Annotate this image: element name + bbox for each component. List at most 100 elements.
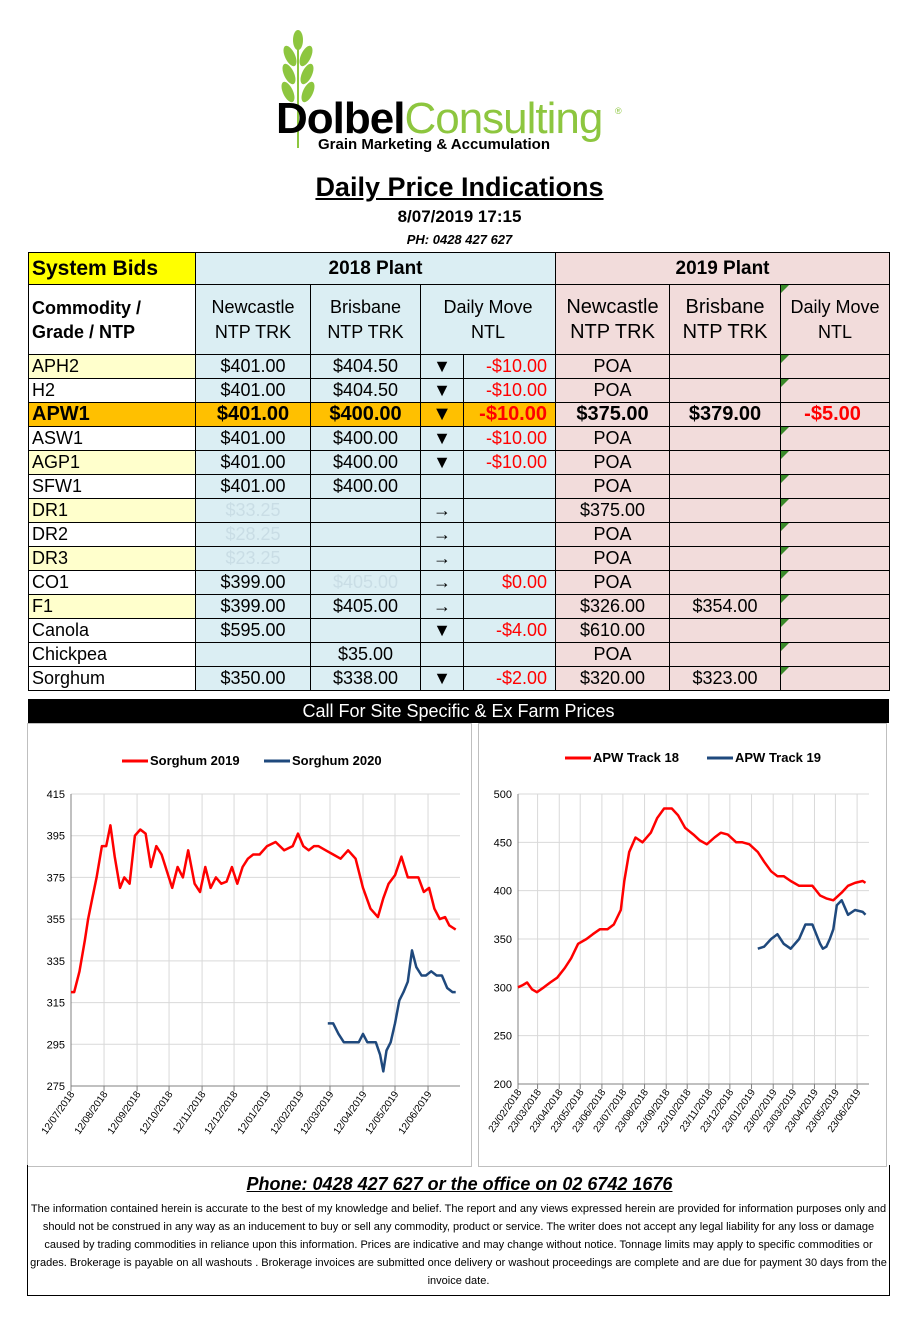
table-row: DR1 $33.25 → $375.00 xyxy=(28,498,891,523)
cell-move19 xyxy=(779,426,891,451)
cell-n19: POA xyxy=(555,426,670,451)
cell-move19 xyxy=(779,594,891,619)
cell-b19: $354.00 xyxy=(669,594,781,619)
cell-arrow: ▼ xyxy=(420,450,464,475)
cell-b19: $323.00 xyxy=(669,666,781,691)
cell-n19: POA xyxy=(555,450,670,475)
disclaimer: The information contained herein is accu… xyxy=(30,1203,887,1287)
cell-b18: $405.00 xyxy=(310,594,421,619)
cell-arrow xyxy=(420,642,464,667)
cell-arrow: → xyxy=(420,594,464,619)
cell-arrow: ▼ xyxy=(420,618,464,643)
legend-label: Sorghum 2020 xyxy=(292,753,382,768)
cell-b18: $400.00 xyxy=(310,402,421,427)
system-bids-header: System Bids xyxy=(28,252,196,285)
table-row: AGP1 $401.00 $400.00 ▼ -$10.00 POA xyxy=(28,450,891,475)
cell-b19 xyxy=(669,618,781,643)
table-row: Canola $595.00 ▼ -$4.00 $610.00 xyxy=(28,618,891,643)
table-row: F1 $399.00 $405.00 → $326.00 $354.00 xyxy=(28,594,891,619)
page-title: Daily Price Indications xyxy=(315,172,604,202)
cell-b19 xyxy=(669,426,781,451)
series-line xyxy=(757,899,867,950)
legend-label: Sorghum 2019 xyxy=(150,753,240,768)
cell-b18: $404.50 xyxy=(310,354,421,379)
cell-b19 xyxy=(669,450,781,475)
cell-move18: -$10.00 xyxy=(463,450,556,475)
table-row: APH2 $401.00 $404.50 ▼ -$10.00 POA xyxy=(28,354,891,379)
site-specific-bar: Call For Site Specific & Ex Farm Prices xyxy=(28,699,889,723)
cell-move19 xyxy=(779,378,891,403)
y-tick-label: 250 xyxy=(494,1031,512,1043)
cell-grade: AGP1 xyxy=(28,450,196,475)
cell-grade: ASW1 xyxy=(28,426,196,451)
cell-arrow: ▼ xyxy=(420,402,464,427)
cell-n18 xyxy=(195,642,311,667)
cell-n18: $350.00 xyxy=(195,666,311,691)
table-row: Sorghum $350.00 $338.00 ▼ -$2.00 $320.00 $323.… xyxy=(28,666,891,691)
cell-move18: $0.00 xyxy=(463,570,556,595)
cell-n19: POA xyxy=(555,570,670,595)
cell-b19 xyxy=(669,474,781,499)
cell-move18: -$2.00 xyxy=(463,666,556,691)
cell-b19 xyxy=(669,570,781,595)
cell-grade: DR2 xyxy=(28,522,196,547)
cell-move18: -$10.00 xyxy=(463,378,556,403)
price-table: System Bids 2018 Plant 2019 Plant Commod… xyxy=(28,252,891,691)
cell-n19: POA xyxy=(555,522,670,547)
x-tick-label: 12/12/2018 xyxy=(203,1089,241,1137)
cell-b19 xyxy=(669,522,781,547)
cell-move18: -$10.00 xyxy=(463,426,556,451)
header-phone: PH: 0428 427 627 xyxy=(406,232,513,247)
cell-b18: $404.50 xyxy=(310,378,421,403)
cell-grade: DR3 xyxy=(28,546,196,571)
cell-b19 xyxy=(669,378,781,403)
cell-move18 xyxy=(463,546,556,571)
y-tick-label: 400 xyxy=(494,886,512,898)
cell-arrow: ▼ xyxy=(420,378,464,403)
cell-move19 xyxy=(779,450,891,475)
logo-name: DolbelConsulting xyxy=(276,94,603,143)
apw-chart-svg: 20025030035040045050023/02/201823/03/201… xyxy=(487,750,869,1135)
brisbane-2019-header: Brisbane NTP TRK xyxy=(669,284,781,355)
cell-n19: POA xyxy=(555,354,670,379)
cell-n18: $399.00 xyxy=(195,570,311,595)
cell-grade: F1 xyxy=(28,594,196,619)
cell-move18: -$10.00 xyxy=(463,354,556,379)
cell-move19 xyxy=(779,474,891,499)
legend-label: APW Track 18 xyxy=(593,750,679,765)
y-tick-label: 415 xyxy=(47,789,65,801)
cell-n18: $401.00 xyxy=(195,474,311,499)
y-tick-label: 355 xyxy=(47,914,65,926)
cell-move19 xyxy=(779,618,891,643)
cell-grade: Sorghum xyxy=(28,666,196,691)
cell-n19: $375.00 xyxy=(555,402,670,427)
table-row: DR2 $28.25 → POA xyxy=(28,522,891,547)
cell-n19: POA xyxy=(555,546,670,571)
y-tick-label: 450 xyxy=(494,837,512,849)
y-tick-label: 375 xyxy=(47,872,65,884)
x-tick-label: 12/08/2018 xyxy=(73,1089,111,1137)
cell-grade: H2 xyxy=(28,378,196,403)
cell-move18 xyxy=(463,474,556,499)
cell-move19 xyxy=(779,522,891,547)
cell-b18 xyxy=(310,498,421,523)
y-tick-label: 350 xyxy=(494,934,512,946)
cell-grade: Chickpea xyxy=(28,642,196,667)
table-row: ASW1 $401.00 $400.00 ▼ -$10.00 POA xyxy=(28,426,891,451)
cell-move18 xyxy=(463,498,556,523)
cell-arrow: → xyxy=(420,546,464,571)
cell-move18: -$10.00 xyxy=(463,402,556,427)
cell-n18: $401.00 xyxy=(195,354,311,379)
logo: DolbelConsulting ® Grain Marketing & Acc… xyxy=(270,30,650,160)
cell-arrow: → xyxy=(420,522,464,547)
cell-b19 xyxy=(669,546,781,571)
cell-n18: $28.25 xyxy=(195,522,311,547)
y-tick-label: 300 xyxy=(494,982,512,994)
cell-n19: POA xyxy=(555,378,670,403)
cell-grade: DR1 xyxy=(28,498,196,523)
legend-label: APW Track 19 xyxy=(735,750,821,765)
x-tick-label: 12/06/2019 xyxy=(397,1089,435,1137)
cell-n18: $401.00 xyxy=(195,378,311,403)
table-row: APW1 $401.00 $400.00 ▼ -$10.00 $375.00 $379.00… xyxy=(28,402,891,427)
x-tick-label: 12/01/2019 xyxy=(236,1089,274,1137)
